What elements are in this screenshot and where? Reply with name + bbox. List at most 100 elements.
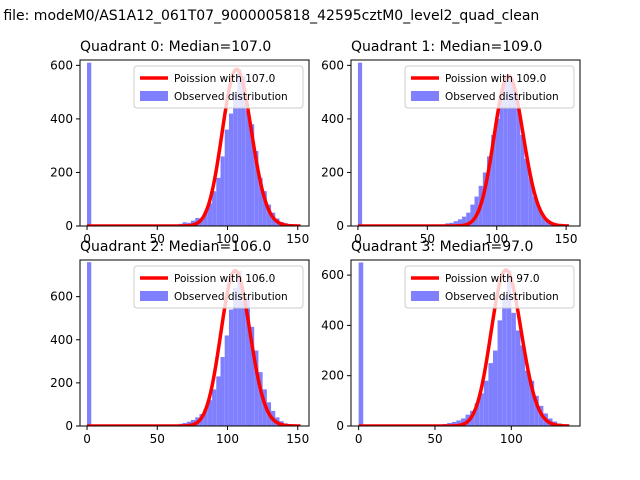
histogram-bar (515, 330, 521, 426)
histogram-bar (497, 320, 503, 426)
histogram-bar (520, 345, 526, 426)
histogram-bar (524, 159, 529, 226)
quadrant-0-plot: 0 50 100 150 0 200 400 600 Poission with 107.0 Ob… (50, 58, 310, 246)
histogram-bar (87, 262, 92, 426)
histogram-bar (453, 221, 458, 226)
histogram-bar (529, 380, 535, 426)
histogram-bar (507, 76, 512, 226)
quadrant-3-plot: 0 50 100 0 200 400 600 Poission with 97.0 Observ… (321, 259, 581, 446)
histogram-bar (228, 309, 234, 426)
y-tick-label: 200 (321, 165, 344, 179)
legend-label-observed: Observed distribution (445, 91, 559, 103)
y-tick-label: 0 (336, 419, 344, 433)
histogram-bar (520, 134, 525, 226)
x-tick-label: 100 (216, 232, 239, 246)
histogram-bar (474, 403, 480, 426)
x-tick-label: 100 (485, 232, 508, 246)
y-tick-label: 600 (321, 58, 344, 72)
histogram-bar (258, 177, 263, 226)
legend: Poission with 109.0 Observed distribution (404, 65, 575, 109)
quadrant-0-panel: Quadrant 0: Median=107.0 0 50 100 150 0 200 40… (50, 39, 310, 246)
histogram-bar (456, 420, 461, 426)
histogram-bar (506, 270, 512, 426)
histogram-bar (492, 350, 498, 426)
histogram-bar (212, 191, 217, 226)
quadrant-3-panel: Quadrant 3: Median=97.0 0 50 100 0 200 400 600… (321, 239, 581, 446)
legend: Poission with 106.0 Observed distribution (133, 265, 304, 309)
histogram-bar (536, 207, 542, 226)
legend-label-poisson: Poission with 97.0 (445, 273, 540, 285)
x-tick-label: 0 (355, 432, 363, 446)
histogram-bar (266, 204, 272, 226)
histogram-bar (199, 218, 204, 226)
histogram-bar (216, 376, 221, 426)
histogram-bar (245, 110, 250, 226)
poisson-curve (86, 269, 301, 426)
y-tick-label: 600 (50, 290, 73, 304)
histogram-bar (503, 76, 508, 226)
axes-frame (79, 59, 310, 227)
histogram-bar (487, 156, 492, 226)
histogram-bar (254, 151, 259, 226)
y-tick-label: 0 (65, 219, 73, 233)
y-tick-label: 200 (50, 165, 73, 179)
histogram-bar (488, 363, 493, 426)
histogram-bar (220, 156, 225, 226)
poisson-curve (86, 67, 301, 226)
histogram-bar (511, 312, 516, 426)
quadrant-1-plot: 0 50 100 150 0 200 400 600 Poission with 109.0 Ob… (321, 58, 581, 246)
histogram-bar (182, 222, 187, 226)
histogram-bar (541, 215, 546, 226)
x-tick-label: 50 (150, 232, 165, 246)
histogram-bar (462, 216, 467, 226)
histogram-bar (224, 129, 229, 226)
histogram-bar (528, 177, 533, 226)
histogram-bar (460, 418, 466, 426)
x-tick-label: 150 (286, 432, 309, 446)
histogram-bar (207, 400, 213, 426)
histogram-bar (87, 62, 92, 226)
axes-frame (350, 59, 581, 227)
histogram-bar (237, 69, 242, 226)
quadrant-0-title: Quadrant 0: Median=107.0 (80, 39, 271, 55)
y-tick-label: 600 (321, 268, 344, 282)
y-tick-label: 400 (50, 333, 73, 347)
histogram-bar (233, 92, 238, 226)
x-tick-label: 150 (555, 232, 578, 246)
histogram-bar (491, 134, 496, 226)
histogram-bar (525, 370, 530, 426)
histogram-bar (502, 295, 507, 426)
quadrant-2-title: Quadrant 2: Median=106.0 (80, 239, 271, 255)
poisson-curve (357, 74, 570, 226)
quadrant-2-plot: 0 50 100 150 0 200 400 600 Poission with 106.0 Ob… (50, 259, 310, 446)
y-tick-label: 400 (321, 318, 344, 332)
histogram-bar (237, 270, 242, 426)
y-tick-label: 0 (336, 219, 344, 233)
x-tick-label: 150 (286, 232, 309, 246)
histogram-bar (534, 395, 539, 426)
histogram-bar (357, 62, 363, 226)
histogram-bar (466, 212, 471, 226)
y-tick-label: 400 (50, 112, 73, 126)
axes-frame (350, 259, 581, 427)
x-tick-label: 50 (420, 232, 435, 246)
histogram-bar (358, 262, 364, 426)
quadrant-2-panel: Quadrant 2: Median=106.0 0 50 100 150 0 200 40… (50, 239, 310, 446)
axes-frame (79, 259, 310, 427)
histogram-bar (479, 393, 484, 426)
histogram-bar (249, 124, 255, 226)
histogram-bar (224, 335, 229, 426)
legend-label-poisson: Poission with 106.0 (174, 273, 275, 285)
x-tick-label: 0 (354, 232, 362, 246)
histogram-bar (249, 326, 255, 426)
histogram-bar (545, 220, 550, 226)
histogram-bar (233, 288, 238, 426)
legend-label-observed: Observed distribution (445, 291, 559, 303)
legend: Poission with 107.0 Observed distribution (133, 65, 304, 109)
histogram-bar (254, 350, 259, 426)
legend-label-poisson: Poission with 109.0 (445, 73, 546, 85)
quadrant-1-title: Quadrant 1: Median=109.0 (351, 39, 542, 55)
histogram-bar (482, 172, 488, 226)
x-tick-label: 0 (83, 432, 91, 446)
x-tick-label: 0 (83, 232, 91, 246)
